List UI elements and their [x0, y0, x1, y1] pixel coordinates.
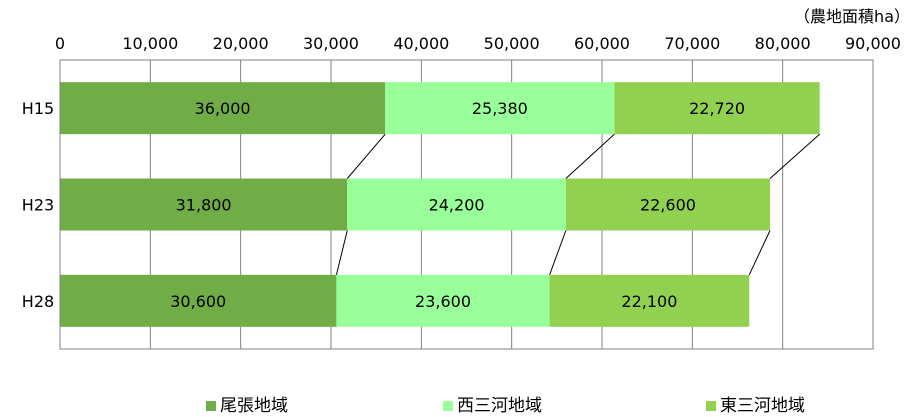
plot-area-frame	[59, 59, 874, 350]
bar-segment	[336, 274, 550, 327]
series-line	[549, 230, 567, 276]
bar-segment	[614, 82, 820, 135]
bars: 36,000 25,380 22,720 31,800 24,200 22,600 30,6…	[60, 82, 820, 327]
bar-segment	[60, 274, 337, 327]
bar-value-label: 36,000	[195, 99, 251, 118]
bar-value-label: 31,800	[176, 196, 232, 215]
bar-value-label: 24,200	[429, 196, 485, 215]
unit-label: （農地面積ha）	[794, 7, 910, 26]
bar-value-label: 22,600	[640, 196, 696, 215]
series-connector-lines	[335, 133, 821, 276]
x-tick-label: 40,000	[393, 34, 449, 53]
series-line	[769, 133, 821, 179]
series-line	[335, 230, 348, 275]
legend-label: 西三河地域	[457, 396, 542, 416]
bar-value-label: 22,720	[689, 99, 745, 118]
x-tick-label: 0	[55, 34, 65, 53]
bar-segment	[60, 82, 386, 135]
bar-value-label: 22,100	[621, 292, 677, 311]
x-tick-label: 30,000	[303, 34, 359, 53]
x-tick-label: 20,000	[213, 34, 269, 53]
bar-value-label: 30,600	[170, 292, 226, 311]
x-tick-label: 10,000	[122, 34, 178, 53]
series-line	[748, 230, 771, 276]
y-category-label: H23	[22, 196, 54, 215]
bar-value-label: 25,380	[472, 99, 528, 118]
x-tick-label: 90,000	[845, 34, 901, 53]
legend-label: 東三河地域	[720, 396, 805, 416]
y-category-label: H15	[22, 99, 54, 118]
y-category-label: H28	[22, 292, 54, 311]
bar-segment	[549, 274, 750, 327]
y-axis-categories: H15 H23 H28	[22, 99, 54, 311]
x-axis-ticks: 0 10,000 20,000 30,000 40,000 50,000 60,000 70,…	[55, 34, 901, 53]
legend: 尾張地域 西三河地域 東三河地域	[206, 396, 805, 416]
x-tick-label: 50,000	[484, 34, 540, 53]
legend-swatch	[443, 401, 453, 411]
legend-label: 尾張地域	[220, 396, 288, 416]
bar-value-label: 23,600	[415, 292, 471, 311]
bar-segment	[347, 178, 566, 231]
x-tick-label: 80,000	[755, 34, 811, 53]
series-line	[346, 133, 386, 179]
bar-segment	[385, 82, 615, 135]
legend-swatch	[706, 401, 716, 411]
bar-segment	[565, 178, 771, 231]
x-tick-label: 60,000	[574, 34, 630, 53]
x-tick-label: 70,000	[664, 34, 720, 53]
legend-swatch	[206, 401, 216, 411]
bar-segment	[60, 178, 348, 231]
series-line	[565, 133, 615, 179]
